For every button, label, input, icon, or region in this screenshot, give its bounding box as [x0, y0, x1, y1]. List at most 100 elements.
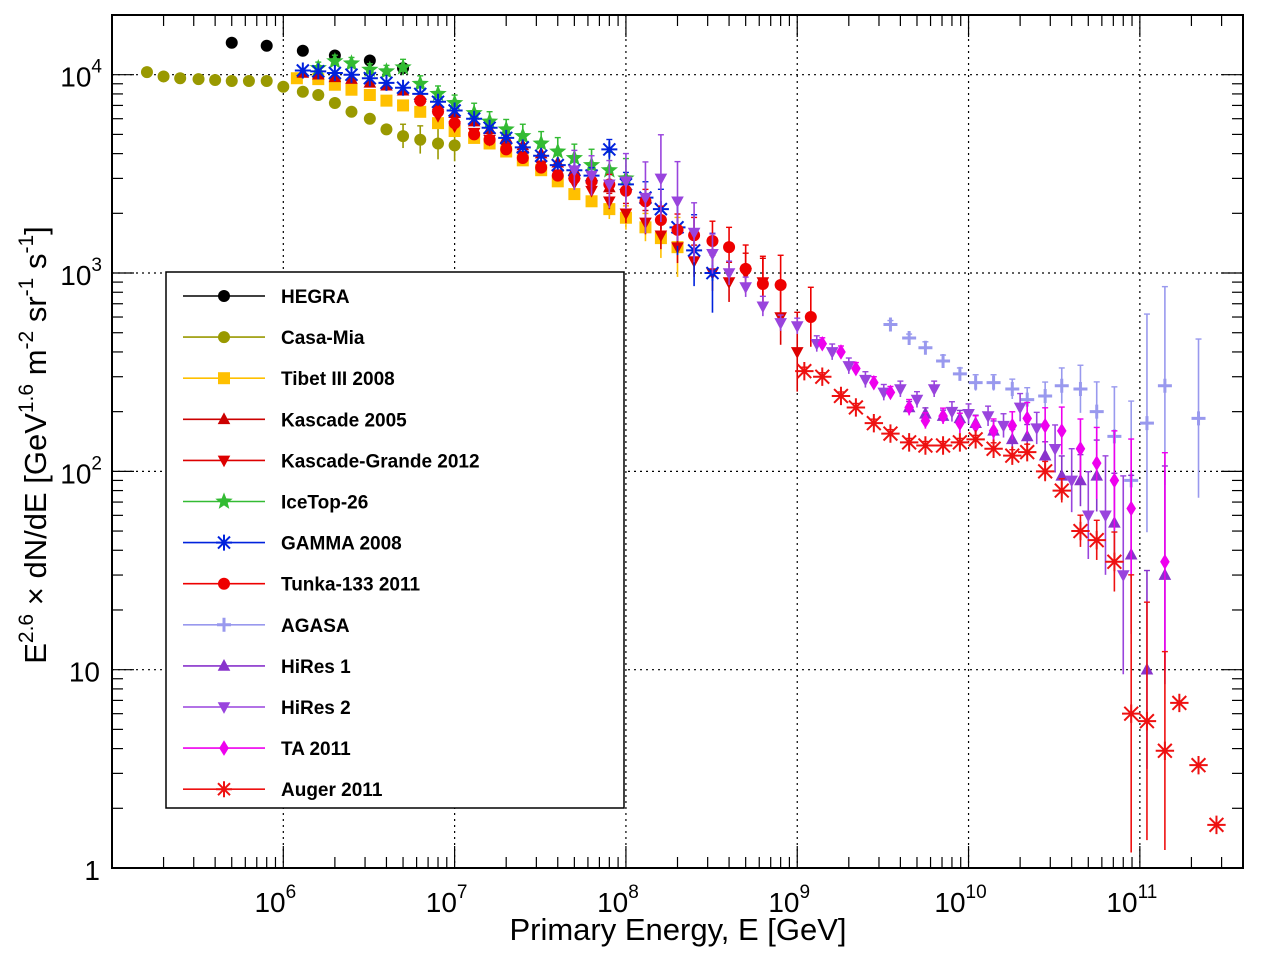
data-point [345, 105, 358, 118]
data-point [654, 230, 668, 243]
legend-entry: GAMMA 2008 [183, 534, 402, 555]
data-point [294, 62, 311, 79]
data-point [846, 398, 866, 417]
data-point [1030, 423, 1044, 436]
data-point [1091, 455, 1102, 471]
x-tick-label: 1011 [1106, 882, 1157, 918]
legend-label: IceTop-26 [281, 493, 368, 514]
legend-label: AGASA [281, 616, 350, 637]
data-point [981, 411, 995, 423]
data-point [795, 361, 814, 381]
data-point [790, 321, 804, 333]
data-point [429, 84, 447, 102]
data-point [619, 176, 633, 189]
data-point [1038, 448, 1052, 461]
data-point [864, 413, 884, 433]
legend-entry: Tunka-133 2011 [183, 575, 421, 596]
legend-entry: AGASA [183, 616, 350, 637]
legend-label: HiRes 1 [281, 657, 351, 678]
legend-marker [217, 659, 231, 671]
data-point [363, 89, 376, 102]
data-point [585, 195, 598, 208]
tick-labels: 106 107 108 109 1010 1011 1 10 102 103 104 [60, 57, 1157, 918]
data-point [446, 102, 463, 119]
data-point [813, 367, 832, 386]
legend-label: Kascade-Grande 2012 [281, 451, 480, 472]
data-point [851, 360, 861, 377]
data-point [970, 417, 981, 434]
data-point [296, 85, 309, 98]
data-point [448, 139, 461, 152]
y-tick-label: 103 [60, 255, 102, 291]
data-point [157, 70, 170, 83]
data-point [952, 366, 967, 381]
data-point [1055, 468, 1069, 481]
data-point [326, 52, 344, 69]
data-point [498, 129, 515, 146]
data-point [380, 94, 393, 107]
x-tick-label: 106 [254, 882, 296, 918]
y-tick-label: 1 [84, 855, 100, 886]
data-point [920, 412, 931, 429]
legend-entry: Tibet III 2008 [183, 369, 395, 390]
data-point [397, 130, 410, 143]
legend-entry: HiRes 1 [183, 657, 351, 678]
data-point [1170, 693, 1189, 713]
data-point [1155, 741, 1175, 760]
data-point [1022, 410, 1033, 427]
legend-marker [215, 492, 233, 509]
data-point [430, 93, 447, 110]
data-point [601, 141, 618, 158]
legend-entry: Casa-Mia [183, 328, 365, 349]
data-point [1189, 755, 1208, 775]
data-point [380, 123, 393, 136]
data-point [432, 105, 445, 118]
data-point [962, 409, 975, 421]
data-point [1007, 417, 1018, 434]
legend-label: Kascade 2005 [281, 410, 407, 431]
legend-entry: HEGRA [183, 287, 350, 308]
legend-marker [217, 412, 231, 425]
data-point [986, 375, 1001, 390]
data-point [483, 133, 496, 146]
data-point [945, 406, 959, 419]
data-point [706, 249, 719, 261]
data-point [1073, 382, 1088, 397]
data-point [500, 143, 513, 156]
legend-marker [217, 455, 231, 468]
data-point [739, 262, 752, 275]
data-point [936, 354, 951, 369]
data-point [312, 89, 325, 102]
data-point [242, 74, 255, 87]
data-point [225, 74, 238, 87]
data-point [756, 301, 770, 314]
data-point [209, 74, 222, 87]
data-point [671, 196, 684, 209]
data-point [174, 72, 187, 85]
x-tick-label: 109 [768, 882, 810, 918]
data-point [966, 430, 985, 449]
series-hires-2 [568, 134, 1130, 675]
legend-label: Auger 2011 [281, 780, 383, 801]
data-point [411, 74, 429, 92]
data-point [568, 165, 581, 178]
data-point [654, 173, 668, 186]
data-point [551, 169, 564, 182]
data-point [481, 119, 498, 136]
data-point [687, 227, 701, 240]
legend-label: Casa-Mia [281, 328, 365, 349]
series-auger-2011 [795, 361, 1226, 853]
x-tick-label: 107 [426, 882, 468, 918]
data-point [1121, 704, 1141, 723]
data-point [432, 117, 445, 130]
data-point [955, 415, 965, 431]
data-point [831, 386, 851, 406]
data-point [918, 340, 933, 355]
data-point [739, 282, 752, 294]
data-series [140, 36, 1226, 853]
data-point [397, 99, 410, 112]
data-point [894, 384, 907, 396]
data-point [361, 60, 379, 77]
data-point [817, 335, 828, 352]
data-point [192, 73, 205, 86]
